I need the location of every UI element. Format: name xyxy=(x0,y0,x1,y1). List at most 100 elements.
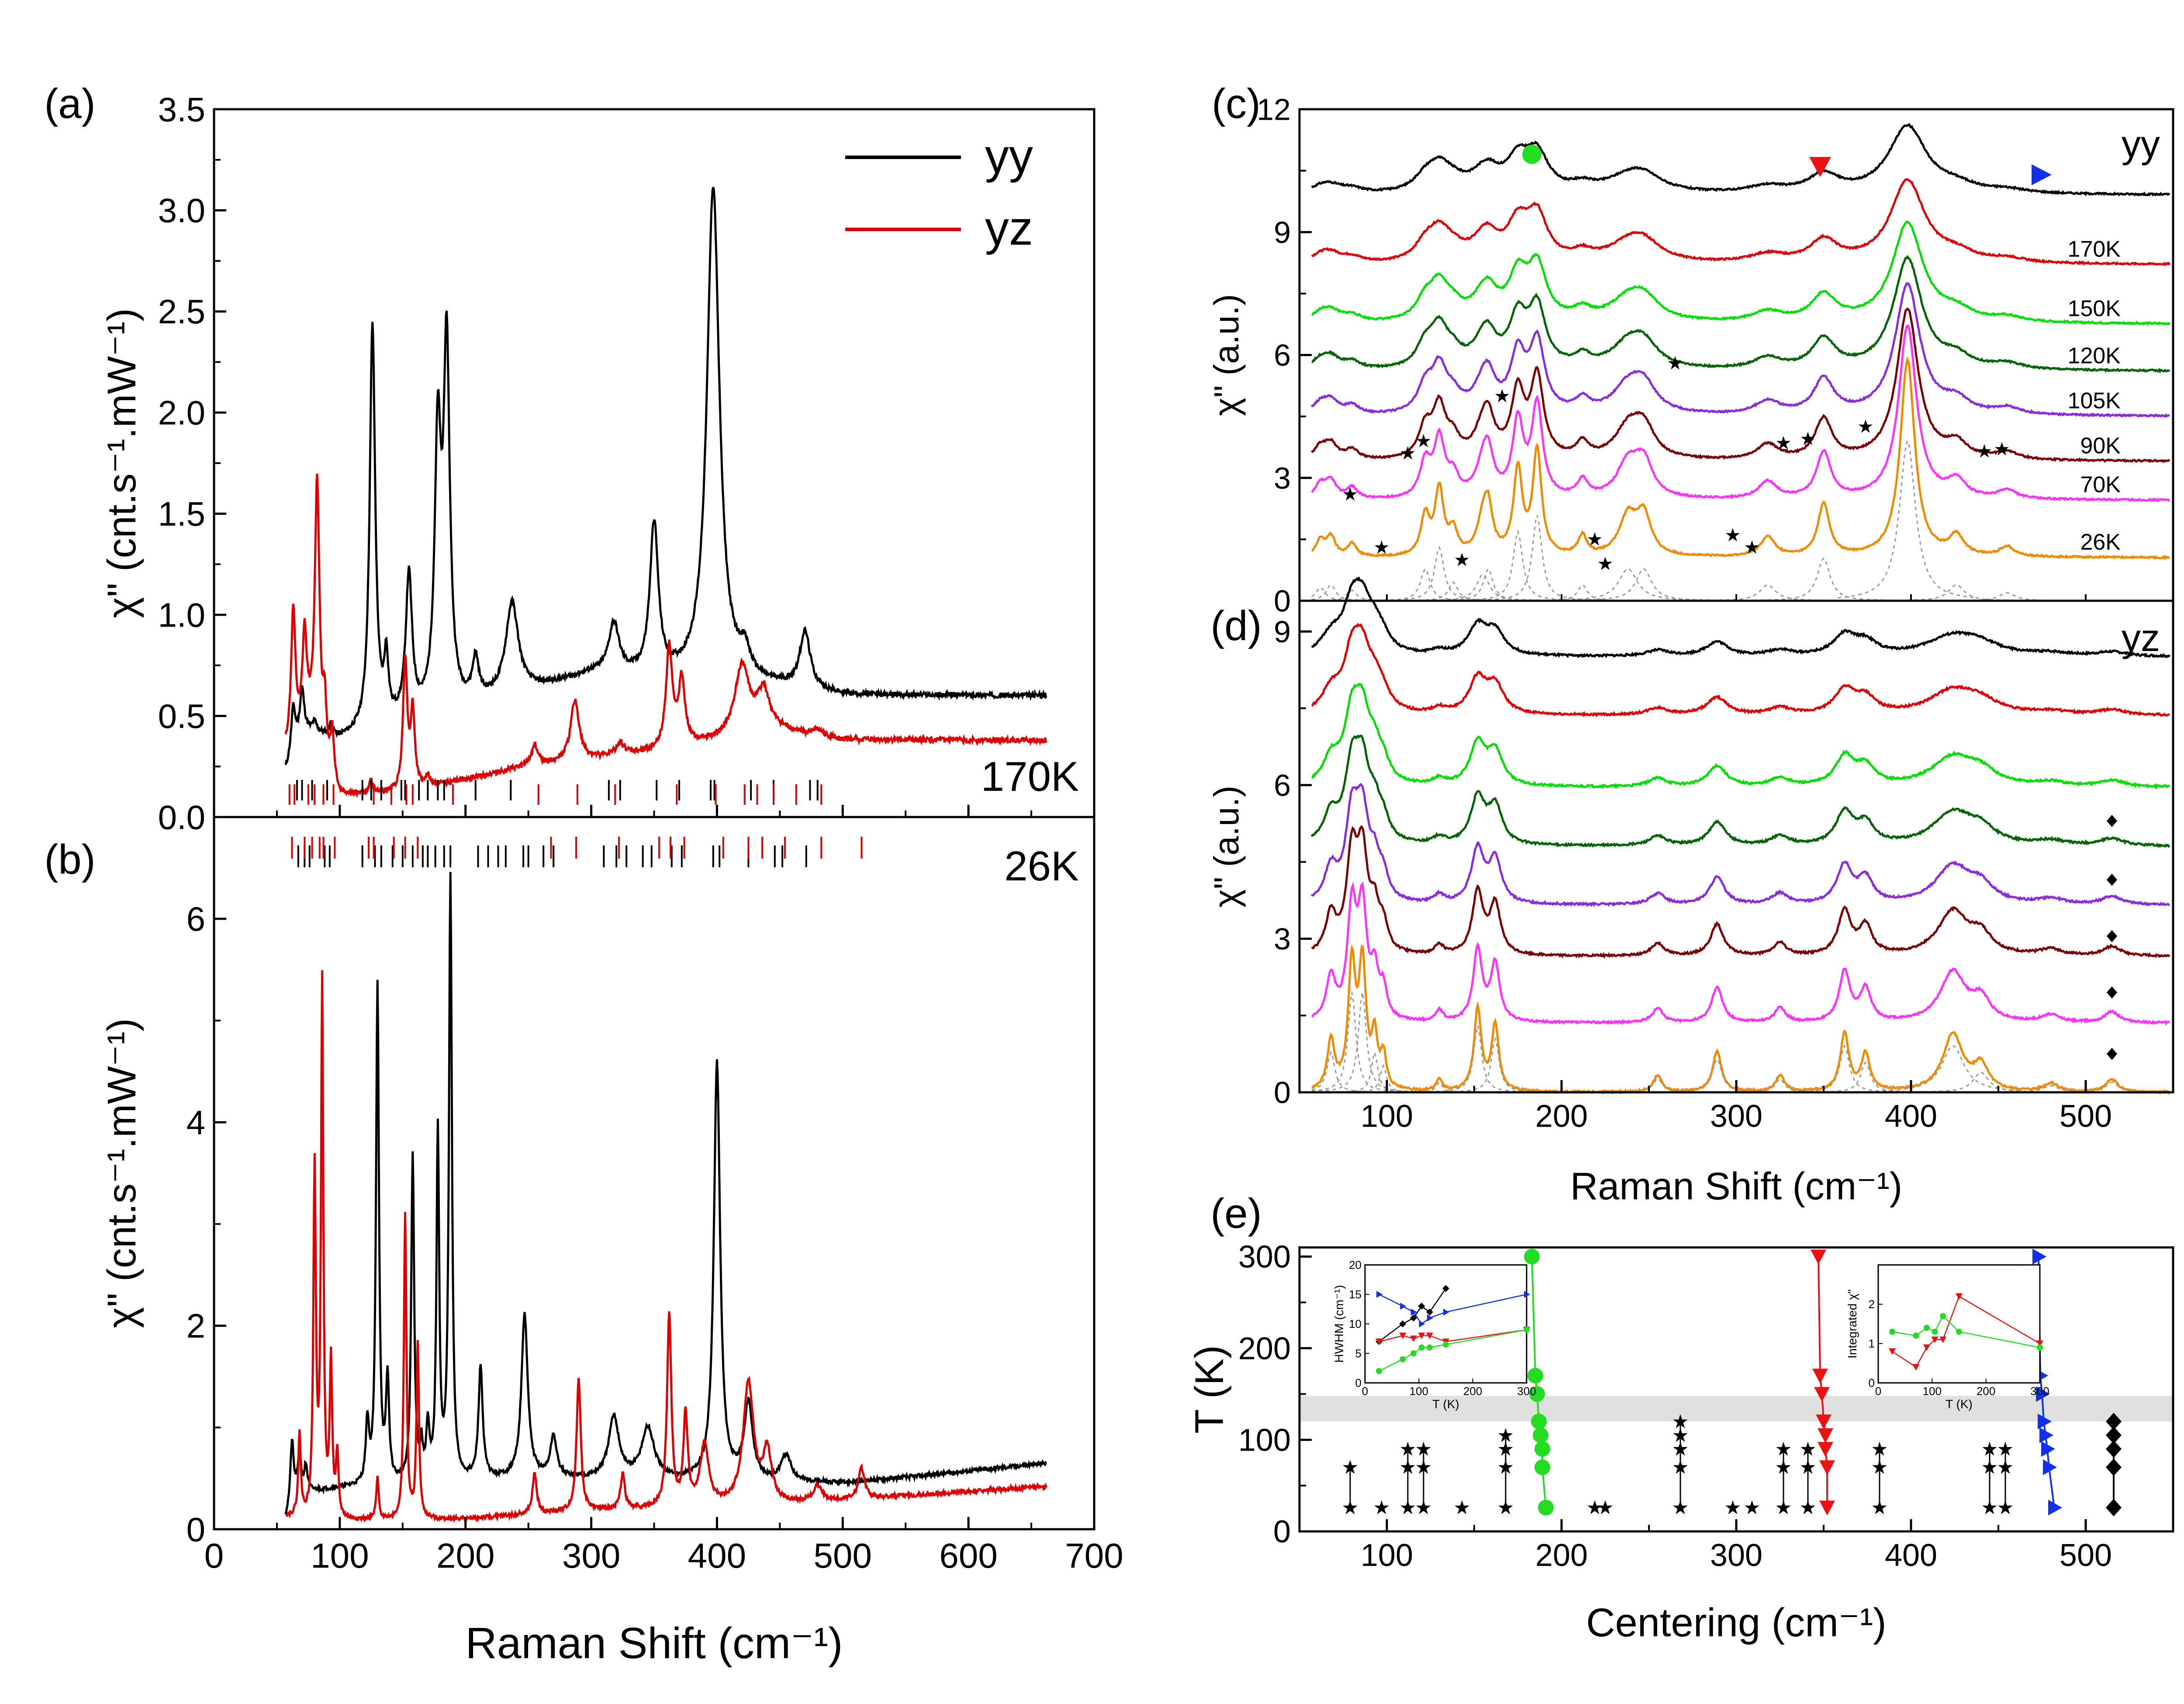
panel-c-series-300K xyxy=(1311,123,2170,197)
panel-d-ytick-label: 0 xyxy=(1274,1076,1291,1110)
panel-b-xtick-label: 200 xyxy=(436,1536,494,1575)
panel-c-series-70K xyxy=(1311,324,2170,502)
inset-hwhm-point-black xyxy=(1410,1314,1417,1322)
panel-d-xtick-label: 100 xyxy=(1361,1099,1413,1134)
panel-e-xtick-label: 300 xyxy=(1710,1538,1762,1573)
panel-a-series-yz xyxy=(284,473,1047,798)
inset-hwhm-point-red xyxy=(1410,1335,1417,1342)
panel-b-ylabel: χ" (cnt.s⁻¹.mW⁻¹) xyxy=(100,1018,144,1328)
panel-e-star: ★ xyxy=(1341,1497,1358,1518)
panel-b-xtick-label: 400 xyxy=(688,1536,746,1575)
inset-integrated-xtick-label: 0 xyxy=(1875,1385,1881,1398)
panel-e-ytick-label: 0 xyxy=(1273,1514,1291,1549)
panel-e-star: ★ xyxy=(1586,1497,1603,1518)
panel-e-black-diamond xyxy=(2106,1426,2122,1444)
inset-integrated-ylabel: Integrated χ" xyxy=(1845,1289,1859,1359)
panel-b-xlabel: Raman Shift (cm⁻¹) xyxy=(465,1619,843,1668)
panel-e-star: ★ xyxy=(1997,1438,2014,1460)
panel-e-star: ★ xyxy=(1871,1457,1888,1478)
panel-b-xtick-label: 700 xyxy=(1065,1536,1123,1575)
legend-label-yy: yy xyxy=(985,129,1033,183)
inset-hwhm-point-green xyxy=(1410,1350,1417,1357)
panel-e-black-diamond xyxy=(2106,1413,2122,1430)
inset-hwhm-frame xyxy=(1364,1264,1527,1384)
inset-hwhm-point-red xyxy=(1375,1338,1383,1345)
panel-e-star: ★ xyxy=(1373,1497,1390,1518)
inset-hwhm-point-black xyxy=(1442,1285,1449,1292)
panel-e-star: ★ xyxy=(1743,1497,1760,1518)
panel-e-star: ★ xyxy=(1672,1425,1689,1446)
panel-c-star-marker: ★ xyxy=(1724,525,1741,545)
panel-d-diamond-marker xyxy=(2107,930,2117,942)
panel-e-blue-triangle xyxy=(2039,1427,2053,1443)
panel-e-star: ★ xyxy=(1453,1497,1470,1518)
panel-b-series-yz xyxy=(285,970,1047,1524)
panel-c-temp-label-70K: 70K xyxy=(2080,472,2121,498)
panel-d-diamond-marker xyxy=(2107,873,2117,886)
panel-c-series-120K xyxy=(1311,255,2170,374)
panel-d: 0 3 6 9 100 200 300 400 500 yz (d) χ" (a.u.) Raman S… xyxy=(1207,576,2174,1208)
inset-integrated-ytick-label: 1 xyxy=(1869,1337,1875,1350)
panel-c-star-marker: ★ xyxy=(1342,484,1358,504)
inset-hwhm-point-green xyxy=(1443,1341,1449,1348)
panel-e-star: ★ xyxy=(1724,1497,1741,1518)
panel-e-red-triangle xyxy=(1818,1428,1833,1443)
panel-c-series-150K xyxy=(1311,220,2171,326)
panel-e-blue-triangle xyxy=(2041,1441,2055,1457)
panel-e-ytick-label: 300 xyxy=(1238,1240,1291,1275)
panel-b-ytick-label: 6 xyxy=(187,900,205,938)
panel-e-black-diamond xyxy=(2106,1458,2122,1476)
panel-d-series-150K xyxy=(1311,682,2170,790)
panel-e-red-triangle xyxy=(1812,1368,1828,1384)
panel-b-ytick-label: 2 xyxy=(187,1307,205,1345)
panel-e-star: ★ xyxy=(1672,1438,1689,1460)
panel-d-series-26K xyxy=(1311,944,2171,1095)
panel-c-star-marker: ★ xyxy=(1800,429,1816,449)
inset-hwhm-xtick-label: 100 xyxy=(1410,1385,1428,1398)
panel-b-xtick-label: 600 xyxy=(939,1536,997,1575)
panel-d-series-300K xyxy=(1311,576,2171,658)
panel-b-ytick-label: 4 xyxy=(187,1103,205,1142)
panel-b: 0 2 4 6 0 100 200 300 400 500 600 700 (b) 26K χ" (cnt.… xyxy=(44,816,1123,1668)
panel-c-fit-component xyxy=(1574,568,1714,601)
panel-e-black-diamond xyxy=(2106,1499,2122,1517)
panel-d-label: (d) xyxy=(1210,603,1261,649)
panel-e-green-circle xyxy=(1527,1368,1543,1384)
panel-c-ytick-label: 12 xyxy=(1257,93,1291,127)
inset-integrated-frame xyxy=(1877,1264,2041,1384)
inset-hwhm-point-black xyxy=(1418,1302,1425,1310)
inset-hwhm-xtick-label: 200 xyxy=(1463,1385,1482,1398)
panel-e-xtick-label: 500 xyxy=(2060,1538,2112,1573)
panel-b-frame xyxy=(213,816,1095,1531)
panel-e-blue-triangle xyxy=(2048,1500,2062,1516)
inset-integrated-point-green xyxy=(1940,1313,1946,1319)
panel-b-xtick-label: 300 xyxy=(562,1536,620,1575)
panel-e-star: ★ xyxy=(1672,1457,1689,1478)
inset-hwhm-point-black xyxy=(1426,1309,1433,1316)
panel-a: 0.0 0.5 1.0 1.5 2.0 2.5 3.0 3.5 (a) 170K yy yz χ" (c… xyxy=(44,80,1095,836)
panel-c-ytick-label: 9 xyxy=(1274,215,1291,249)
inset-hwhm-line-black xyxy=(1379,1288,1447,1342)
inset-integrated-point-red xyxy=(2036,1340,2043,1347)
panel-d-series-105K xyxy=(1311,783,2170,907)
inset-integrated-point-green xyxy=(1932,1329,1938,1335)
panel-e-green-circle xyxy=(1529,1386,1545,1402)
inset-integrated-point-green xyxy=(2037,1344,2043,1351)
inset-hwhm-ytick-label: 20 xyxy=(1349,1258,1362,1271)
inset-hwhm-ytick-label: 15 xyxy=(1349,1288,1362,1301)
panel-e-red-triangle xyxy=(1819,1500,1835,1516)
panel-e-star: ★ xyxy=(1415,1497,1432,1518)
panel-e-ylabel: T (K) xyxy=(1187,1345,1232,1434)
panel-e-star: ★ xyxy=(1497,1438,1514,1460)
inset-integrated-point-red xyxy=(1889,1348,1896,1355)
panel-e-star: ★ xyxy=(1399,1438,1416,1460)
panel-c-star-marker: ★ xyxy=(1373,537,1390,558)
panel-d-polarization: yz xyxy=(2122,616,2160,659)
panel-a-frame xyxy=(213,108,1095,818)
inset-integrated-point-red xyxy=(1931,1337,1939,1343)
panel-c-label: (c) xyxy=(1212,80,1261,127)
inset-hwhm-point-green xyxy=(1400,1356,1406,1362)
panel-c-temp-label-105K: 105K xyxy=(2068,388,2121,413)
